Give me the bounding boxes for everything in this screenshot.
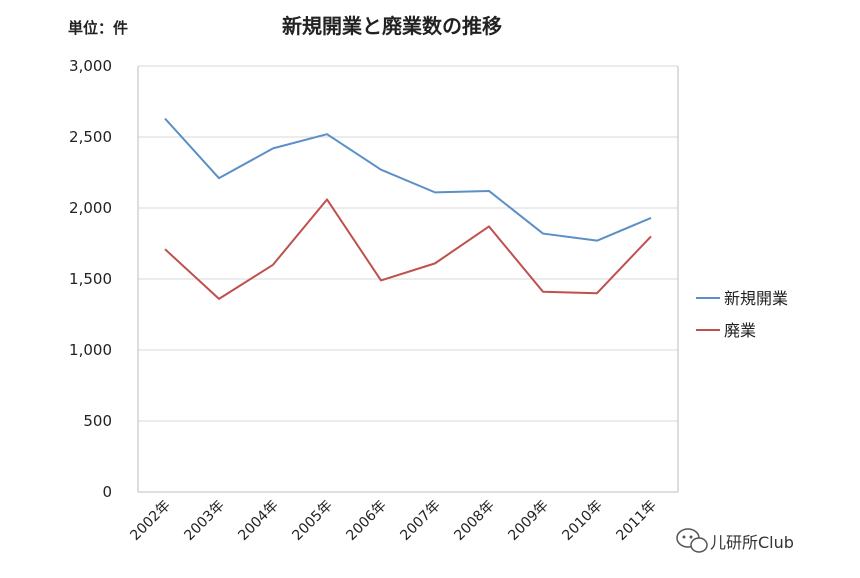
watermark-text: 儿研所Club xyxy=(710,533,794,552)
series-lines xyxy=(164,117,652,300)
y-tick-label: 2,000 xyxy=(69,199,112,217)
y-tick-label: 1,000 xyxy=(69,341,112,359)
legend-label: 廃業 xyxy=(724,321,756,340)
y-tick-label: 1,500 xyxy=(69,270,112,288)
x-tick-label: 2005年 xyxy=(289,498,335,544)
x-tick-label: 2006年 xyxy=(343,498,389,544)
x-tick-label: 2011年 xyxy=(613,498,659,544)
chart-title: 新規開業と廃業数の推移 xyxy=(282,14,502,38)
y-tick-label: 0 xyxy=(102,483,112,501)
unit-label: 単位：件 xyxy=(68,19,128,37)
x-tick-label: 2008年 xyxy=(451,498,497,544)
y-tick-label: 3,000 xyxy=(69,57,112,75)
y-axis-ticks: 0 500 1,000 1,500 2,000 2,500 3,000 xyxy=(69,57,112,501)
gridlines xyxy=(137,65,679,493)
legend-label: 新規開業 xyxy=(724,289,788,308)
y-tick-label: 500 xyxy=(83,412,112,430)
series-line-1 xyxy=(164,117,652,242)
x-tick-label: 2002年 xyxy=(127,498,173,544)
x-axis-ticks: 2002年 2003年 2004年 2005年 2006年 2007年 2008年 2009年… xyxy=(127,498,659,544)
y-tick-label: 2,500 xyxy=(69,128,112,146)
watermark: 儿研所Club xyxy=(676,528,794,553)
x-tick-label: 2009年 xyxy=(505,498,551,544)
series-line-2 xyxy=(164,198,652,300)
x-tick-label: 2010年 xyxy=(559,498,605,544)
wechat-icon xyxy=(676,528,708,553)
x-tick-label: 2004年 xyxy=(235,498,281,544)
x-tick-label: 2003年 xyxy=(181,498,227,544)
x-tick-label: 2007年 xyxy=(397,498,443,544)
